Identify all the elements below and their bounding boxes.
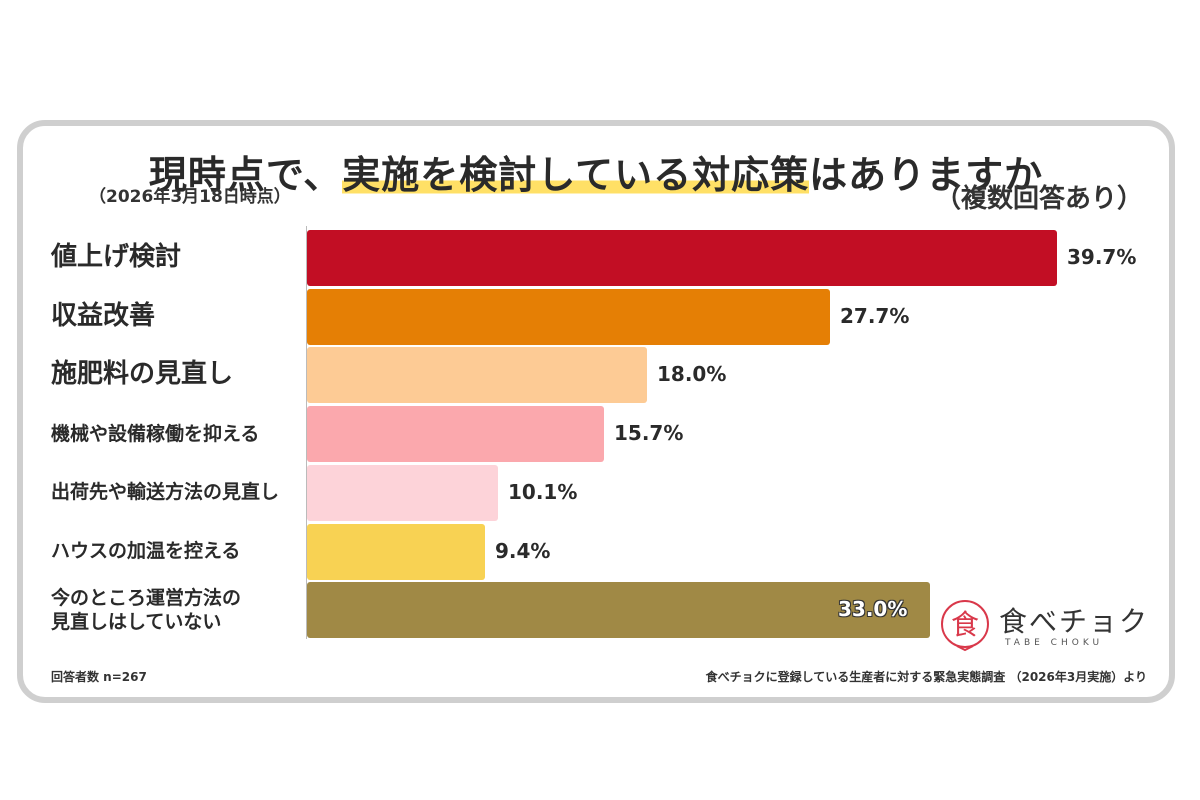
bar [307, 406, 604, 463]
category-label: ハウスの加温を控える [51, 524, 306, 580]
chart-title: 現時点で、実施を検討している対応策はありますか [23, 144, 1169, 199]
respondent-count: 回答者数 n=267 [51, 670, 147, 684]
bar-value-label: 39.7% [1067, 245, 1137, 269]
category-label-line: 施肥料の見直し [51, 359, 234, 390]
bar-value-label: 15.7% [614, 421, 684, 446]
category-label-line: 今のところ運営方法の [51, 586, 242, 609]
category-label-line: 値上げ検討 [51, 242, 182, 273]
bar [307, 464, 498, 521]
category-label: 収益改善 [51, 289, 306, 345]
logo-text: 食べチョク [999, 605, 1150, 638]
category-label-line: ハウスの加温を控える [51, 540, 241, 563]
bar [307, 582, 930, 639]
category-label-line: 収益改善 [51, 300, 156, 331]
bar-value-label: 10.1% [508, 479, 578, 504]
category-label: 今のところ運営方法の 見直しはしていない [51, 582, 306, 638]
category-label: 機械や設備稼働を抑える [51, 406, 306, 462]
category-label-line: 見直しはしていない [51, 611, 222, 634]
category-label-line: 出荷先や輸送方法の見直し [51, 481, 280, 504]
bar-value-label: 27.7% [840, 303, 910, 328]
title-highlight: 実施を検討している対応策 [342, 153, 810, 197]
bar-value-label: 18.0% [657, 362, 727, 387]
title-suffix: はありますか [809, 153, 1044, 197]
chart-card: 現時点で、実施を検討している対応策はありますか （2026年3月18日時点） （… [17, 120, 1175, 703]
logo-subtext: TABE CHOKU [1005, 638, 1104, 648]
svg-text:食: 食 [951, 608, 979, 641]
multiple-answers-note: （複数回答あり） [934, 184, 1143, 214]
bar [307, 288, 830, 345]
logo-mark-icon: 食 [941, 600, 989, 652]
chart-axis-line [306, 226, 307, 639]
category-label-line: 機械や設備稼働を抑える [51, 422, 260, 445]
bar-value-label: 9.4% [495, 538, 551, 563]
bar [307, 523, 485, 580]
bar-value-label: 33.0% [838, 597, 908, 622]
date-note: （2026年3月18日時点） [89, 187, 291, 207]
title-prefix: 現時点で、 [148, 153, 343, 197]
category-label: 施肥料の見直し [51, 347, 306, 403]
category-label: 値上げ検討 [51, 230, 306, 286]
category-label: 出荷先や輸送方法の見直し [51, 465, 306, 521]
bar [307, 230, 1057, 286]
bar [307, 347, 647, 404]
survey-source: 食べチョクに登録している生産者に対する緊急実態調査 （2026年3月実施）より [705, 670, 1147, 684]
tabechoku-logo: 食 食べチョク TABE CHOKU [939, 596, 1147, 658]
